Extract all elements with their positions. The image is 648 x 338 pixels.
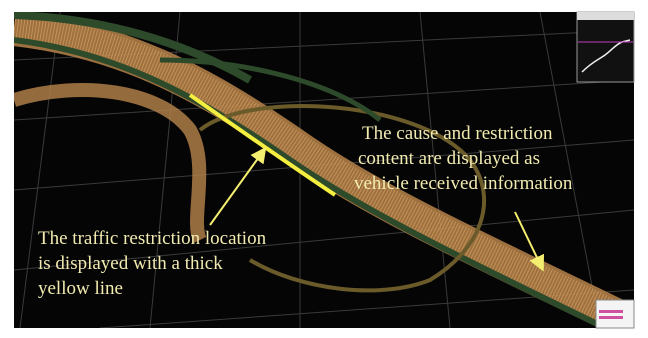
annotation: The traffic restriction location is disp… xyxy=(38,228,267,299)
annotation-line: yellow line xyxy=(38,278,123,299)
info-panel xyxy=(595,299,635,329)
annotation-line: vehicle received information xyxy=(354,173,573,194)
arrow xyxy=(209,146,267,226)
minimap-route xyxy=(581,39,631,73)
info-panel-row xyxy=(599,316,623,319)
info-panel-frame xyxy=(595,299,635,329)
info-panel-row xyxy=(599,310,623,313)
annotation: The cause and restriction content are di… xyxy=(354,123,573,194)
minimap xyxy=(576,11,635,83)
annotation-line: content are displayed as xyxy=(358,148,540,169)
annotation-line: is displayed with a thick xyxy=(38,253,223,274)
scene xyxy=(14,12,634,328)
minimap-titlebar xyxy=(577,12,634,20)
minimap-frame xyxy=(576,11,635,83)
arrow xyxy=(514,211,544,272)
roads xyxy=(14,12,634,328)
annotation-line: The cause and restriction xyxy=(362,123,553,144)
annotation-line: The traffic restriction location xyxy=(38,228,267,249)
